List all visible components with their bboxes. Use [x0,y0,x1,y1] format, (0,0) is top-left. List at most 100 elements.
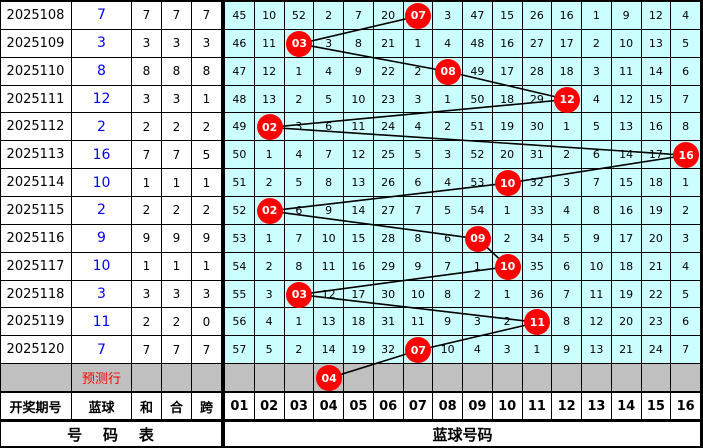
miss-cell: 22 [641,280,672,309]
row-kua: 8 [192,57,222,86]
miss-cell: 4 [254,308,285,337]
miss-cell: 8 [582,197,612,225]
miss-cell: 3 [254,280,285,309]
miss-cell: 3 [492,336,523,365]
miss-cell: 12 [254,57,285,86]
miss-cell: 52 [284,2,315,30]
miss-cell: 13 [254,85,285,114]
miss-cell: 32 [522,169,553,198]
miss-cell: 13 [611,113,642,142]
miss-cell: 11 [611,57,642,86]
miss-cell: 1 [254,224,285,253]
number-column-header: 12 [552,393,582,421]
divider [0,391,703,394]
miss-cell: 3 [284,113,315,142]
row-he2: 2 [162,308,192,337]
miss-cell: 20 [611,308,642,337]
trend-line-segment [269,210,478,240]
row-period: 2025118 [0,280,72,309]
column-header: 跨 [192,393,222,421]
row-he: 2 [132,113,162,142]
number-column-header: 08 [433,393,463,421]
row-he: 7 [132,2,162,30]
number-column-header: 09 [463,393,493,421]
miss-cell: 49 [225,113,255,142]
row-he2: 2 [162,197,192,225]
miss-cell: 5 [433,197,463,225]
miss-cell: 7 [582,169,612,198]
miss-cell: 13 [344,169,374,198]
row-kua: 9 [192,224,222,253]
number-column-header: 02 [254,393,285,421]
row-he: 1 [132,252,162,281]
miss-cell: 13 [641,29,672,58]
miss-cell: 2 [671,197,701,225]
blue-ball-marker: 12 [554,86,581,113]
row-he: 7 [132,336,162,365]
row-period: 2025115 [0,197,72,225]
miss-cell: 5 [284,169,315,198]
trend-line-segment [299,265,508,296]
row-kua: 1 [192,252,222,281]
miss-cell: 1 [403,29,434,58]
miss-cell: 1 [492,197,523,225]
miss-cell: 23 [373,85,404,114]
miss-cell: 10 [254,2,285,30]
blue-ball-marker: 02 [256,114,283,141]
blue-ball-marker: 09 [464,225,491,252]
miss-cell: 19 [344,336,374,365]
miss-cell: 56 [225,308,255,337]
row-blue: 3 [72,280,132,309]
miss-cell: 7 [284,224,315,253]
miss-cell: 1 [254,141,285,170]
row-he: 3 [132,29,162,58]
miss-cell: 9 [582,224,612,253]
blue-ball-marker: 08 [435,58,462,85]
row-he2: 2 [162,113,192,142]
row-kua: 3 [192,29,222,58]
miss-cell: 1 [492,280,523,309]
miss-cell: 16 [552,2,582,30]
miss-cell: 8 [314,169,344,198]
miss-cell: 1 [463,252,493,281]
number-column-header: 07 [403,393,434,421]
miss-cell: 4 [671,252,701,281]
miss-cell: 16 [492,29,523,58]
trend-line-segment [418,321,538,352]
miss-cell: 14 [314,336,344,365]
miss-cell: 11 [314,252,344,281]
row-kua: 5 [192,141,222,170]
miss-cell: 2 [254,252,285,281]
miss-cell: 50 [225,141,255,170]
miss-cell: 6 [314,113,344,142]
miss-cell: 18 [344,308,374,337]
miss-cell: 10 [314,224,344,253]
blue-ball-marker: 07 [405,337,432,364]
miss-cell: 16 [641,113,672,142]
miss-cell: 11 [403,308,434,337]
miss-cell: 7 [552,280,582,309]
miss-cell: 54 [463,197,493,225]
miss-cell: 17 [552,29,582,58]
number-column-header: 16 [671,393,701,421]
miss-cell: 1 [433,85,463,114]
miss-cell: 6 [582,141,612,170]
miss-cell: 21 [641,252,672,281]
trend-line-segment [269,182,508,212]
number-column-header: 04 [314,393,344,421]
trend-line-segment [299,43,449,73]
miss-cell: 47 [225,57,255,86]
row-he2: 1 [162,252,192,281]
miss-cell: 5 [582,113,612,142]
miss-cell: 1 [582,2,612,30]
row-period: 2025120 [0,336,72,365]
miss-cell: 30 [522,113,553,142]
row-he: 3 [132,85,162,114]
miss-cell: 17 [641,141,672,170]
miss-cell: 2 [433,113,463,142]
miss-cell: 51 [225,169,255,198]
miss-cell: 57 [225,336,255,365]
number-column-header: 01 [225,393,255,421]
